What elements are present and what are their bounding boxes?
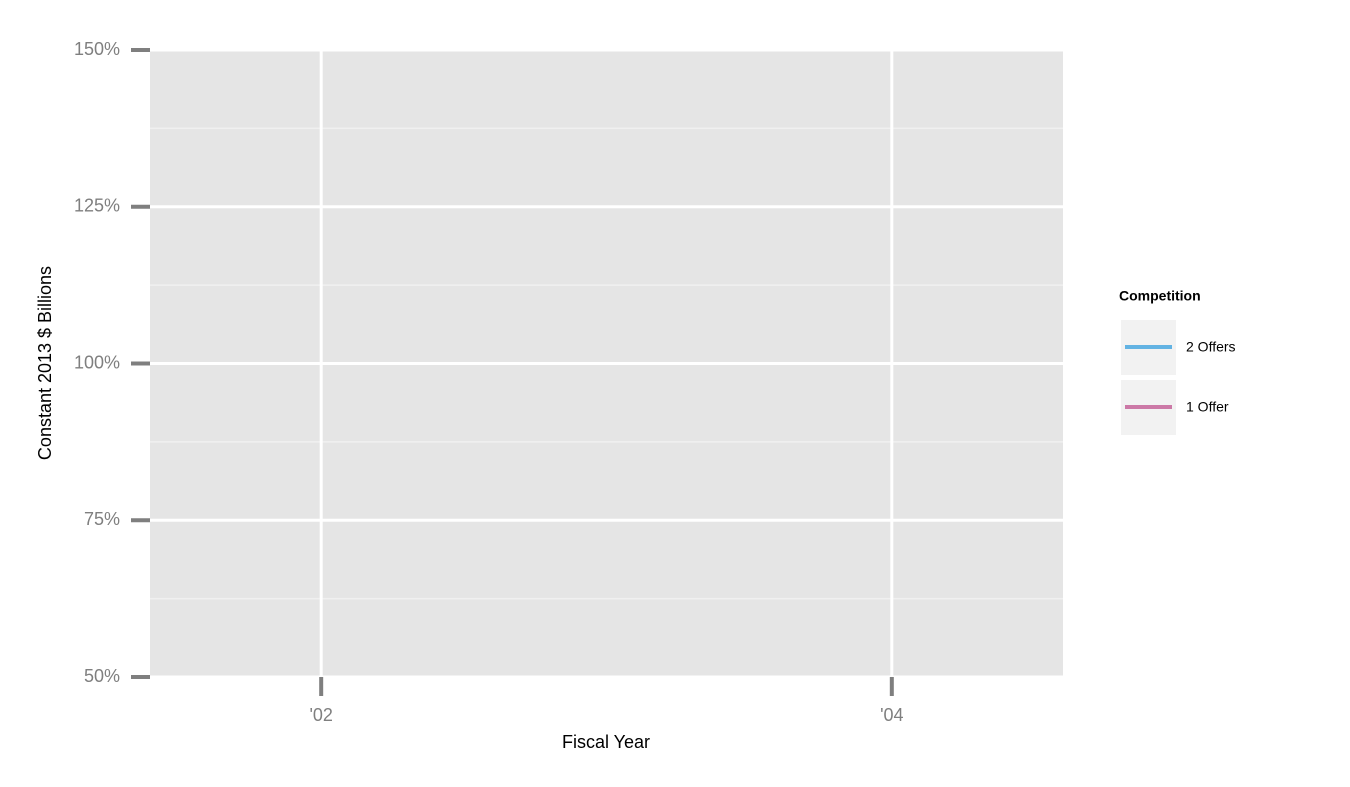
x-axis-title: Fiscal Year — [562, 732, 650, 752]
x-tick-label: '04 — [880, 705, 903, 725]
x-tick-label: '02 — [309, 705, 332, 725]
y-tick-label: 75% — [84, 509, 120, 529]
y-axis-title: Constant 2013 $ Billions — [35, 266, 55, 460]
y-tick-label: 100% — [74, 352, 120, 372]
legend-title: Competition — [1119, 288, 1201, 304]
y-tick-label: 150% — [74, 39, 120, 59]
y-tick-label: 50% — [84, 666, 120, 686]
legend-label: 1 Offer — [1186, 399, 1229, 415]
legend-label: 2 Offers — [1186, 339, 1236, 355]
y-tick-label: 125% — [74, 196, 120, 216]
